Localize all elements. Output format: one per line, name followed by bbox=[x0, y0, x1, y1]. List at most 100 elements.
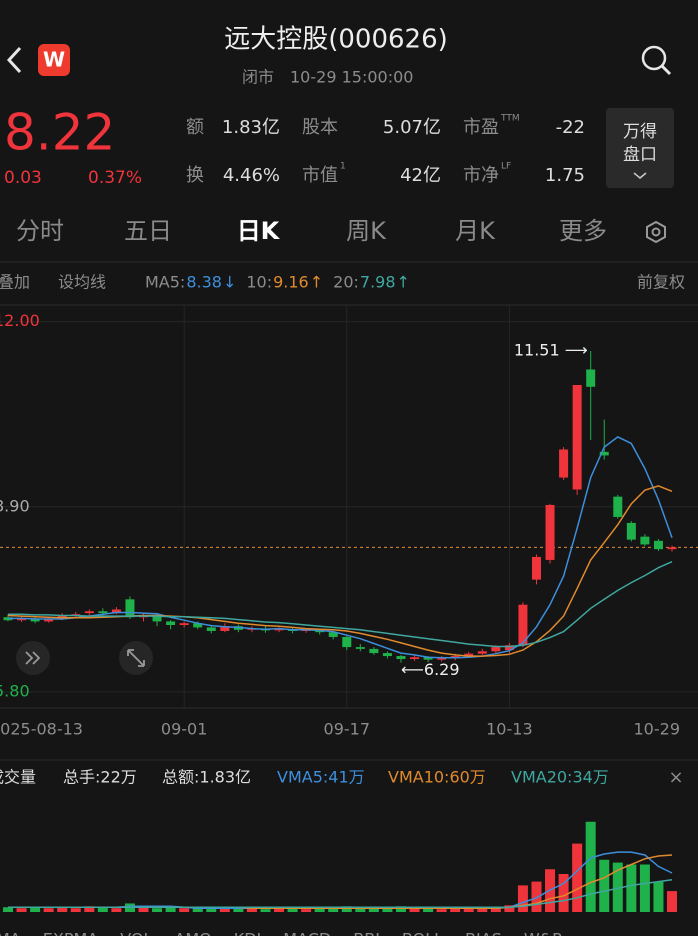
indicator-tab[interactable]: BOLL bbox=[402, 930, 443, 936]
stat-label: 市值 bbox=[302, 165, 338, 186]
candle-body bbox=[111, 609, 121, 614]
candle-body bbox=[369, 648, 379, 654]
volume-bar bbox=[517, 885, 528, 912]
set-ma[interactable]: 设均线 bbox=[58, 273, 106, 292]
indicator-tab[interactable]: AMO bbox=[174, 930, 211, 936]
volume-bar bbox=[667, 891, 677, 912]
candle-body bbox=[626, 522, 636, 540]
candle-body bbox=[179, 623, 189, 626]
y-tick-label: 12.00 bbox=[0, 311, 40, 330]
candle-body bbox=[166, 621, 176, 626]
ma-value: 9.16 bbox=[273, 273, 309, 292]
stat-label: 换 bbox=[186, 165, 204, 186]
volume-bar bbox=[287, 908, 298, 912]
indicator-tab[interactable]: BBI bbox=[353, 930, 380, 936]
candle-body bbox=[477, 651, 487, 654]
indicator-tab[interactable]: W&R bbox=[524, 930, 563, 936]
back-button[interactable] bbox=[6, 46, 22, 74]
volume-bar bbox=[558, 874, 569, 912]
x-tick-label: 2025-08-13 bbox=[0, 720, 83, 739]
candle-body bbox=[640, 536, 650, 545]
volume-bar bbox=[612, 862, 623, 912]
volume-bar bbox=[409, 908, 420, 912]
candle-body bbox=[328, 632, 338, 637]
adjust[interactable]: 前复权 bbox=[637, 273, 685, 292]
ma-arrow: ↑ bbox=[397, 273, 410, 292]
vma-line bbox=[8, 878, 673, 909]
change: 0.03 bbox=[4, 168, 42, 188]
volume-bar bbox=[423, 908, 434, 912]
volume-bar bbox=[16, 908, 27, 912]
logo-text: W bbox=[43, 48, 65, 72]
candle-body bbox=[586, 369, 596, 387]
search-icon-handle bbox=[660, 64, 672, 76]
x-tick-label: 09-01 bbox=[161, 720, 208, 739]
volume-bar bbox=[599, 859, 610, 912]
depth-button[interactable] bbox=[606, 108, 674, 188]
tab[interactable]: 月K bbox=[455, 217, 496, 245]
candle-body bbox=[613, 496, 623, 517]
volume-bar bbox=[436, 909, 447, 912]
tab[interactable]: 更多 bbox=[559, 217, 607, 245]
volume-bar bbox=[274, 908, 285, 912]
y-tick-label: 8.90 bbox=[0, 496, 30, 515]
candle-body bbox=[342, 636, 352, 648]
candle-body bbox=[504, 645, 514, 651]
fullscreen-icon bbox=[127, 649, 145, 667]
vma-label: VMA20:34万 bbox=[511, 768, 609, 787]
candle-body bbox=[206, 627, 216, 631]
candle-body bbox=[518, 604, 528, 646]
tab[interactable]: 日K bbox=[237, 217, 281, 245]
candle-body bbox=[193, 623, 203, 628]
volume-bar bbox=[30, 907, 41, 912]
vma-label: VMA5:41万 bbox=[277, 768, 365, 787]
total-hands: 总手:22万 bbox=[63, 768, 137, 787]
volume-bar bbox=[84, 906, 95, 912]
change-pct: 0.37% bbox=[88, 168, 142, 188]
status: 闭市 bbox=[242, 68, 274, 87]
volume-bar bbox=[490, 907, 501, 912]
volume-bar bbox=[57, 907, 68, 912]
candle-body bbox=[437, 658, 447, 660]
stat-label: 额 bbox=[186, 117, 204, 138]
tab[interactable]: 五日 bbox=[124, 217, 172, 245]
volume-bar bbox=[328, 908, 339, 912]
volume-bar bbox=[179, 908, 190, 912]
indicator-tab[interactable]: KDJ bbox=[234, 930, 262, 936]
volume-bar bbox=[246, 908, 257, 912]
tab[interactable]: 分时 bbox=[16, 217, 64, 245]
indicator-tab[interactable]: BIAS bbox=[465, 930, 502, 936]
candle-body bbox=[667, 547, 677, 550]
close-button[interactable]: × bbox=[668, 767, 683, 788]
volume-bar bbox=[219, 908, 230, 912]
volume-bar bbox=[355, 907, 366, 912]
volume-bar bbox=[233, 908, 244, 912]
stat-value: 4.46% bbox=[223, 165, 280, 186]
volume-title: 成交量 bbox=[0, 768, 36, 787]
ma-line bbox=[8, 561, 673, 648]
x-tick-label: 10-29 bbox=[634, 720, 681, 739]
ma-arrow: ↑ bbox=[310, 273, 323, 292]
candle-body bbox=[44, 618, 54, 622]
tab[interactable]: 周K bbox=[346, 217, 387, 245]
ma-label: 20: bbox=[333, 273, 359, 292]
candle-body bbox=[572, 385, 582, 490]
search-icon[interactable] bbox=[641, 45, 667, 71]
volume-bar bbox=[43, 908, 54, 912]
volume-bar bbox=[3, 907, 13, 912]
indicator-tab[interactable]: EXPMA bbox=[43, 930, 99, 936]
settings-icon[interactable] bbox=[646, 220, 666, 244]
logo[interactable] bbox=[38, 44, 70, 76]
title: 远大控股(000626) bbox=[224, 25, 448, 55]
volume-bar bbox=[206, 907, 217, 912]
candle-body bbox=[152, 615, 162, 622]
volume-bar bbox=[314, 908, 325, 912]
indicator-tab[interactable]: VOL bbox=[120, 930, 152, 936]
indicator-tab[interactable]: MA bbox=[0, 930, 21, 936]
stat-value: 1.75 bbox=[545, 165, 585, 186]
ma-value: 7.98 bbox=[360, 273, 396, 292]
indicator-tab[interactable]: MACD bbox=[283, 930, 331, 936]
overlay[interactable]: 叠加 bbox=[0, 273, 30, 292]
